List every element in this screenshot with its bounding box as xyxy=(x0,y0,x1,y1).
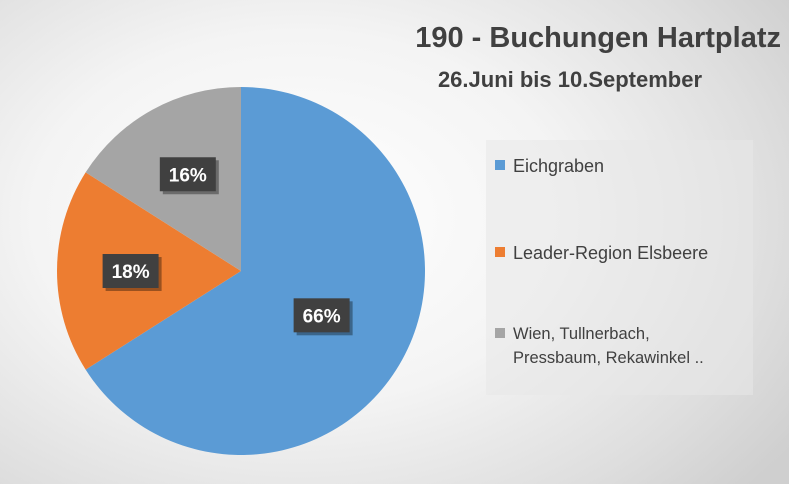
legend-swatch-wien xyxy=(495,328,505,338)
data-label-leader-region: 18% xyxy=(102,254,162,291)
data-label-eichgraben: 66% xyxy=(293,298,353,336)
legend-label-leader-region: Leader-Region Elsbeere xyxy=(513,243,709,263)
legend-swatch-leader-region xyxy=(495,247,505,257)
svg-text:66%: 66% xyxy=(303,306,341,327)
svg-text:16%: 16% xyxy=(169,165,207,186)
legend-item-leader-region: Leader-Region Elsbeere xyxy=(495,241,708,265)
legend-swatch-eichgraben xyxy=(495,160,505,170)
legend-item-eichgraben: Eichgraben xyxy=(495,154,604,178)
chart-subtitle: 26.Juni bis 10.September xyxy=(437,67,703,92)
pie-slice-eichgraben xyxy=(85,87,426,455)
legend-item-wien: Wien, Tullnerbach, Pressbaum, Rekawinkel … xyxy=(495,322,704,370)
legend-label-eichgraben: Eichgraben xyxy=(513,156,605,176)
chart-title: 190 - Buchungen Hartplatz xyxy=(415,22,781,54)
svg-text:18%: 18% xyxy=(112,262,150,283)
legend-label-wien: Wien, Tullnerbach, Pressbaum, Rekawinkel … xyxy=(513,325,704,367)
data-label-wien: 16% xyxy=(159,157,219,195)
chart-legend: Eichgraben Leader-Region Elsbeere Wien, … xyxy=(486,140,753,395)
